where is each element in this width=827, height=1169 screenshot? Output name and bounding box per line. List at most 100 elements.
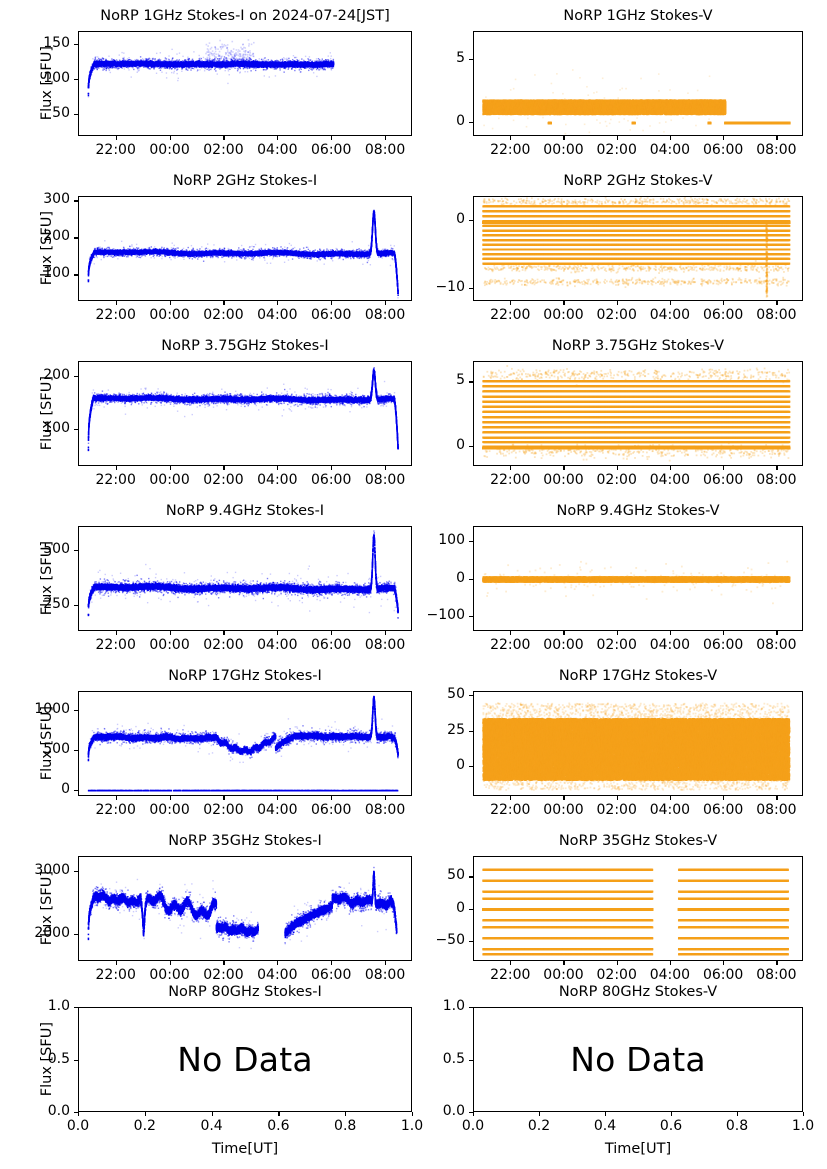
axes-norp-1ghz-stokes-i[interactable]: [78, 31, 412, 136]
xtick-label: 04:00: [649, 472, 691, 488]
xtick-label: 0.6: [659, 1118, 683, 1134]
xtick-label: 22:00: [95, 142, 136, 158]
axes-norp-2ghz-stokes-v[interactable]: [473, 196, 803, 301]
xtick-mark: [278, 1112, 280, 1116]
ytick-mark: [74, 1007, 78, 1009]
xtick-mark: [669, 796, 672, 800]
ytick-mark: [74, 749, 78, 752]
axes-norp-80ghz-stokes-v[interactable]: No Data: [473, 1007, 803, 1112]
plot-canvas-norp-2ghz-stokes-i: [79, 197, 411, 300]
xtick-label: 1.0: [400, 1118, 424, 1134]
xtick-label: 22:00: [490, 802, 531, 818]
axes-norp-17ghz-stokes-v[interactable]: [473, 691, 803, 796]
panel-title-norp-35ghz-stokes-i: NoRP 35GHz Stokes-I: [168, 833, 322, 849]
xtick-mark: [331, 961, 333, 965]
xtick-mark: [385, 301, 387, 305]
panel-title-norp-2ghz-stokes-v: NoRP 2GHz Stokes-V: [563, 173, 713, 189]
xtick-mark: [563, 631, 565, 635]
ytick-label: 500: [43, 541, 70, 558]
xtick-label: 08:00: [756, 142, 797, 158]
xtick-label: 08:00: [364, 307, 406, 323]
xtick-label: 0.0: [66, 1118, 90, 1134]
xtick-label: 08:00: [756, 637, 797, 653]
xtick-mark: [277, 961, 279, 965]
ytick-label: 0: [456, 569, 465, 586]
ytick-label: 0: [456, 436, 465, 453]
xtick-label: 22:00: [490, 307, 531, 323]
xtick-label: 08:00: [756, 472, 797, 488]
ytick-mark: [74, 933, 78, 935]
xlabel-norp-80ghz-stokes-i: Time[UT]: [211, 1141, 279, 1157]
axes-norp-35ghz-stokes-v[interactable]: [473, 856, 803, 961]
xtick-mark: [115, 961, 117, 965]
axes-norp-17ghz-stokes-i[interactable]: [78, 691, 412, 796]
ytick-label: 0.0: [47, 1103, 70, 1119]
xtick-label: 08:00: [364, 142, 406, 158]
plot-canvas-norp-1ghz-stokes-v: [474, 32, 802, 135]
xtick-mark: [277, 631, 279, 635]
xtick-label: 02:00: [596, 637, 637, 653]
ytick-label: 0.0: [442, 1103, 465, 1119]
xtick-mark: [385, 136, 387, 140]
xtick-mark: [776, 301, 778, 305]
xtick-label: 04:00: [649, 802, 691, 818]
panel-title-norp-94ghz-stokes-i: NoRP 9.4GHz Stokes-I: [165, 503, 325, 519]
xtick-mark: [737, 1112, 739, 1116]
ytick-mark: [469, 940, 473, 942]
xtick-mark: [776, 631, 778, 635]
xtick-mark: [605, 1112, 607, 1116]
xtick-mark: [510, 136, 512, 140]
xtick-label: 22:00: [95, 472, 136, 488]
axes-norp-94ghz-stokes-v[interactable]: [473, 526, 803, 631]
xtick-label: 04:00: [257, 472, 298, 488]
xtick-mark: [385, 961, 387, 965]
xtick-mark: [169, 631, 171, 635]
ytick-mark: [74, 43, 78, 45]
xtick-label: 04:00: [649, 967, 691, 983]
axes-norp-375ghz-stokes-v[interactable]: [473, 361, 803, 466]
xtick-label: 22:00: [490, 967, 531, 983]
axes-norp-35ghz-stokes-i[interactable]: [78, 856, 412, 961]
xtick-mark: [115, 301, 117, 305]
ytick-label: −10: [435, 278, 465, 295]
ytick-mark: [469, 730, 473, 732]
xtick-label: 02:00: [596, 142, 637, 158]
ytick-mark: [469, 876, 473, 878]
xtick-mark: [723, 466, 725, 470]
axes-norp-2ghz-stokes-i[interactable]: [78, 196, 412, 301]
ytick-mark: [469, 220, 473, 222]
xtick-label: 02:00: [203, 307, 244, 323]
xtick-mark: [563, 961, 565, 965]
xtick-label: 0.4: [200, 1118, 223, 1134]
axes-norp-1ghz-stokes-v[interactable]: [473, 31, 803, 136]
xtick-label: 02:00: [203, 967, 244, 983]
xtick-label: 02:00: [596, 307, 637, 323]
axes-norp-94ghz-stokes-i[interactable]: [78, 526, 412, 631]
plot-canvas-norp-375ghz-stokes-v: [474, 362, 802, 465]
xtick-label: 02:00: [596, 967, 637, 983]
xtick-label: 0.4: [593, 1118, 617, 1134]
xtick-label: 0.8: [334, 1118, 357, 1134]
xtick-label: 04:00: [257, 142, 298, 158]
ytick-mark: [74, 428, 78, 431]
xtick-mark: [223, 961, 225, 965]
plot-canvas-norp-2ghz-stokes-v: [474, 197, 802, 300]
ytick-mark: [469, 381, 473, 383]
axes-norp-375ghz-stokes-i[interactable]: [78, 361, 412, 466]
xtick-mark: [169, 796, 171, 800]
ytick-label: −50: [435, 931, 465, 948]
xtick-label: 06:00: [702, 637, 744, 653]
panel-title-norp-94ghz-stokes-v: NoRP 9.4GHz Stokes-V: [556, 503, 720, 519]
ytick-label: 0: [456, 899, 465, 916]
xtick-mark: [669, 631, 672, 635]
ytick-mark: [74, 604, 78, 606]
ytick-mark: [469, 58, 473, 60]
axes-norp-80ghz-stokes-i[interactable]: No Data: [78, 1007, 412, 1112]
xtick-mark: [669, 136, 672, 140]
xtick-label: 0.2: [133, 1118, 156, 1134]
xtick-mark: [277, 796, 279, 800]
xtick-label: 02:00: [596, 472, 637, 488]
plot-canvas-norp-17ghz-stokes-v: [474, 692, 802, 795]
xtick-mark: [223, 301, 225, 305]
